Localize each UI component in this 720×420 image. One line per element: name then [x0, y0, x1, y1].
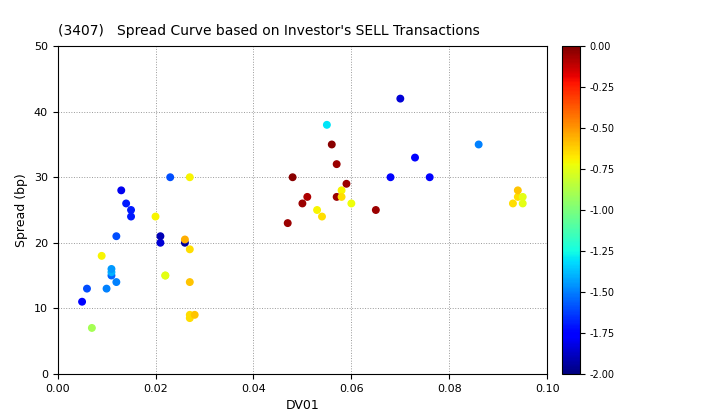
Point	[336, 187, 347, 194]
Y-axis label: Time in years between 11/15/2024 and Trade Date
(Past Trade Date is given as neg: Time in years between 11/15/2024 and Tra…	[719, 95, 720, 325]
Point	[331, 194, 343, 200]
Point	[106, 272, 117, 279]
Point	[111, 233, 122, 239]
Point	[517, 194, 528, 200]
Point	[473, 141, 485, 148]
Point	[384, 174, 396, 181]
Point	[311, 207, 323, 213]
Point	[331, 161, 343, 168]
Point	[326, 141, 338, 148]
Point	[111, 279, 122, 286]
Point	[512, 187, 523, 194]
Point	[106, 269, 117, 276]
Point	[321, 121, 333, 128]
Point	[184, 246, 196, 253]
Point	[155, 233, 166, 239]
Point	[179, 239, 191, 246]
Point	[512, 194, 523, 200]
Point	[125, 213, 137, 220]
Point	[179, 236, 191, 243]
Point	[184, 312, 196, 318]
Point	[424, 174, 436, 181]
Point	[316, 213, 328, 220]
Point	[106, 265, 117, 272]
Point	[164, 174, 176, 181]
Point	[282, 220, 294, 226]
Point	[184, 315, 196, 321]
Point	[409, 154, 420, 161]
X-axis label: DV01: DV01	[286, 399, 319, 412]
Point	[341, 181, 352, 187]
Point	[150, 213, 161, 220]
Point	[184, 174, 196, 181]
Point	[125, 207, 137, 213]
Text: (3407)   Spread Curve based on Investor's SELL Transactions: (3407) Spread Curve based on Investor's …	[58, 24, 480, 38]
Point	[86, 325, 98, 331]
Point	[160, 272, 171, 279]
Point	[336, 194, 347, 200]
Point	[81, 285, 93, 292]
Point	[184, 279, 196, 286]
Point	[96, 252, 107, 259]
Point	[189, 312, 200, 318]
Point	[346, 200, 357, 207]
Point	[76, 298, 88, 305]
Point	[507, 200, 518, 207]
Point	[370, 207, 382, 213]
Point	[155, 239, 166, 246]
Point	[302, 194, 313, 200]
Point	[395, 95, 406, 102]
Y-axis label: Spread (bp): Spread (bp)	[15, 173, 28, 247]
Point	[287, 174, 298, 181]
Point	[101, 285, 112, 292]
Point	[160, 272, 171, 279]
Point	[517, 200, 528, 207]
Point	[297, 200, 308, 207]
Point	[115, 187, 127, 194]
Point	[120, 200, 132, 207]
